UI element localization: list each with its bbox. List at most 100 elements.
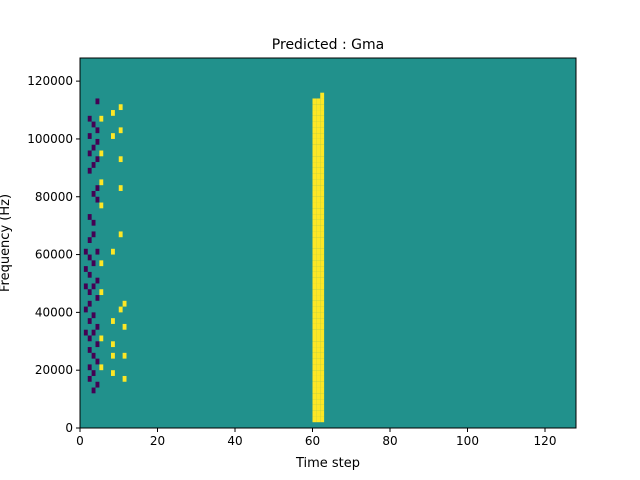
heatmap-cell-high (111, 110, 115, 116)
heatmap-cell-high (312, 110, 317, 116)
heatmap-cell-high (312, 179, 317, 186)
heatmap-cell-high (320, 370, 325, 376)
heatmap-cell-high (316, 248, 321, 255)
heatmap-cell-low (91, 260, 96, 267)
heatmap-cell-low (95, 358, 100, 365)
heatmap-cell-high (312, 115, 317, 122)
heatmap-cell-low (91, 329, 96, 336)
heatmap-cell-low (87, 335, 92, 342)
heatmap-cell-high (320, 375, 325, 382)
heatmap-cell-high (316, 318, 321, 324)
heatmap-cell-high (312, 225, 317, 232)
heatmap-cell-low (87, 318, 92, 324)
heatmap-cell-high (316, 190, 321, 197)
heatmap-cell-high (312, 300, 317, 307)
heatmap-cell-high (312, 295, 317, 301)
heatmap-cell-high (312, 202, 317, 209)
heatmap-cell-high (316, 167, 321, 174)
heatmap-cell-low (91, 144, 96, 151)
heatmap-cell-high (316, 364, 321, 371)
heatmap-cell-high (320, 98, 325, 105)
heatmap-cell-low (87, 214, 92, 220)
heatmap-cell-high (316, 219, 321, 226)
heatmap-cell-high (320, 266, 325, 272)
heatmap-cell-high (316, 237, 321, 243)
heatmap-cell-high (320, 173, 325, 180)
heatmap-cell-high (316, 133, 321, 139)
heatmap-cell-high (99, 202, 104, 209)
heatmap-cell-low (83, 266, 88, 272)
heatmap-cell-low (95, 196, 100, 203)
heatmap-cell-high (316, 416, 321, 423)
chart-title: Predicted : Gma (272, 37, 384, 53)
heatmap-cell-high (312, 237, 317, 243)
heatmap-cell-low (91, 231, 96, 238)
heatmap-cell-high (118, 185, 123, 191)
heatmap-cell-low (91, 370, 96, 376)
heatmap-cell-high (312, 243, 317, 249)
heatmap-cell-high (316, 399, 321, 405)
heatmap-cell-high (316, 150, 321, 157)
heatmap-cell-high (312, 416, 317, 423)
heatmap-cell-high (316, 266, 321, 272)
heatmap-cell-high (312, 104, 317, 111)
heatmap-cell-low (95, 248, 100, 255)
y-tick-label: 120000 (27, 74, 73, 88)
heatmap-cell-low (91, 283, 96, 290)
heatmap-cell-low (95, 127, 100, 134)
heatmap-cell-high (316, 306, 321, 313)
heatmap-cell-high (99, 364, 104, 371)
heatmap-cell-high (316, 173, 321, 180)
heatmap-cell-high (320, 254, 325, 261)
heatmap-cell-high (320, 364, 325, 371)
y-tick-label: 100000 (27, 132, 73, 146)
heatmap-cell-high (320, 110, 325, 116)
y-axis: 0 20000 40000 60000 80000 100000 120000 (27, 74, 80, 435)
heatmap-cell-low (83, 306, 88, 313)
heatmap-cell-high (312, 208, 317, 215)
heatmap-cell-high (316, 214, 321, 220)
heatmap-cell-high (316, 387, 321, 394)
plot-area (79, 57, 577, 429)
heatmap-cell-high (320, 277, 325, 284)
heatmap-cell-low (91, 352, 96, 359)
x-axis: 0 20 40 60 80 100 120 (76, 428, 556, 448)
heatmap-cell-high (122, 300, 127, 307)
heatmap-cell-high (312, 387, 317, 394)
heatmap-cell-high (312, 289, 317, 296)
heatmap-cell-low (87, 133, 92, 139)
heatmap-cell-high (320, 312, 325, 319)
x-tick-label: 80 (382, 434, 397, 448)
heatmap-cell-high (122, 375, 127, 382)
y-axis-label: Frequency (Hz) (0, 194, 13, 292)
heatmap-cell-high (111, 248, 115, 255)
heatmap-cell-low (95, 138, 100, 145)
heatmap-cell-high (320, 329, 325, 336)
plot-frame (79, 57, 577, 429)
heatmap-cell-low (91, 190, 96, 197)
heatmap-cell-low (95, 185, 100, 191)
heatmap-cell-high (316, 104, 321, 111)
heatmap-cell-high (316, 370, 321, 376)
heatmap-cell-high (111, 352, 115, 359)
x-axis-label: Time step (295, 456, 360, 471)
heatmap-cell-low (87, 150, 92, 157)
heatmap-cell-high (312, 271, 317, 278)
x-tick-label: 0 (76, 434, 84, 448)
heatmap-cell-low (95, 156, 100, 163)
heatmap-cell-low (91, 312, 96, 319)
heatmap-cell-high (320, 300, 325, 307)
heatmap-cell-high (316, 231, 321, 238)
heatmap-cell-high (316, 335, 321, 342)
heatmap-cell-high (320, 271, 325, 278)
heatmap-cell-low (87, 347, 92, 353)
heatmap-cell-high (312, 381, 317, 388)
heatmap-cell-high (312, 173, 317, 180)
heatmap-cell-high (320, 115, 325, 122)
heatmap-cell-low (87, 115, 92, 122)
y-tick-label: 0 (65, 421, 73, 435)
heatmap-cell-high (312, 214, 317, 220)
heatmap-cell-high (316, 347, 321, 353)
heatmap-cell-high (312, 352, 317, 359)
heatmap-cell-low (83, 283, 88, 290)
